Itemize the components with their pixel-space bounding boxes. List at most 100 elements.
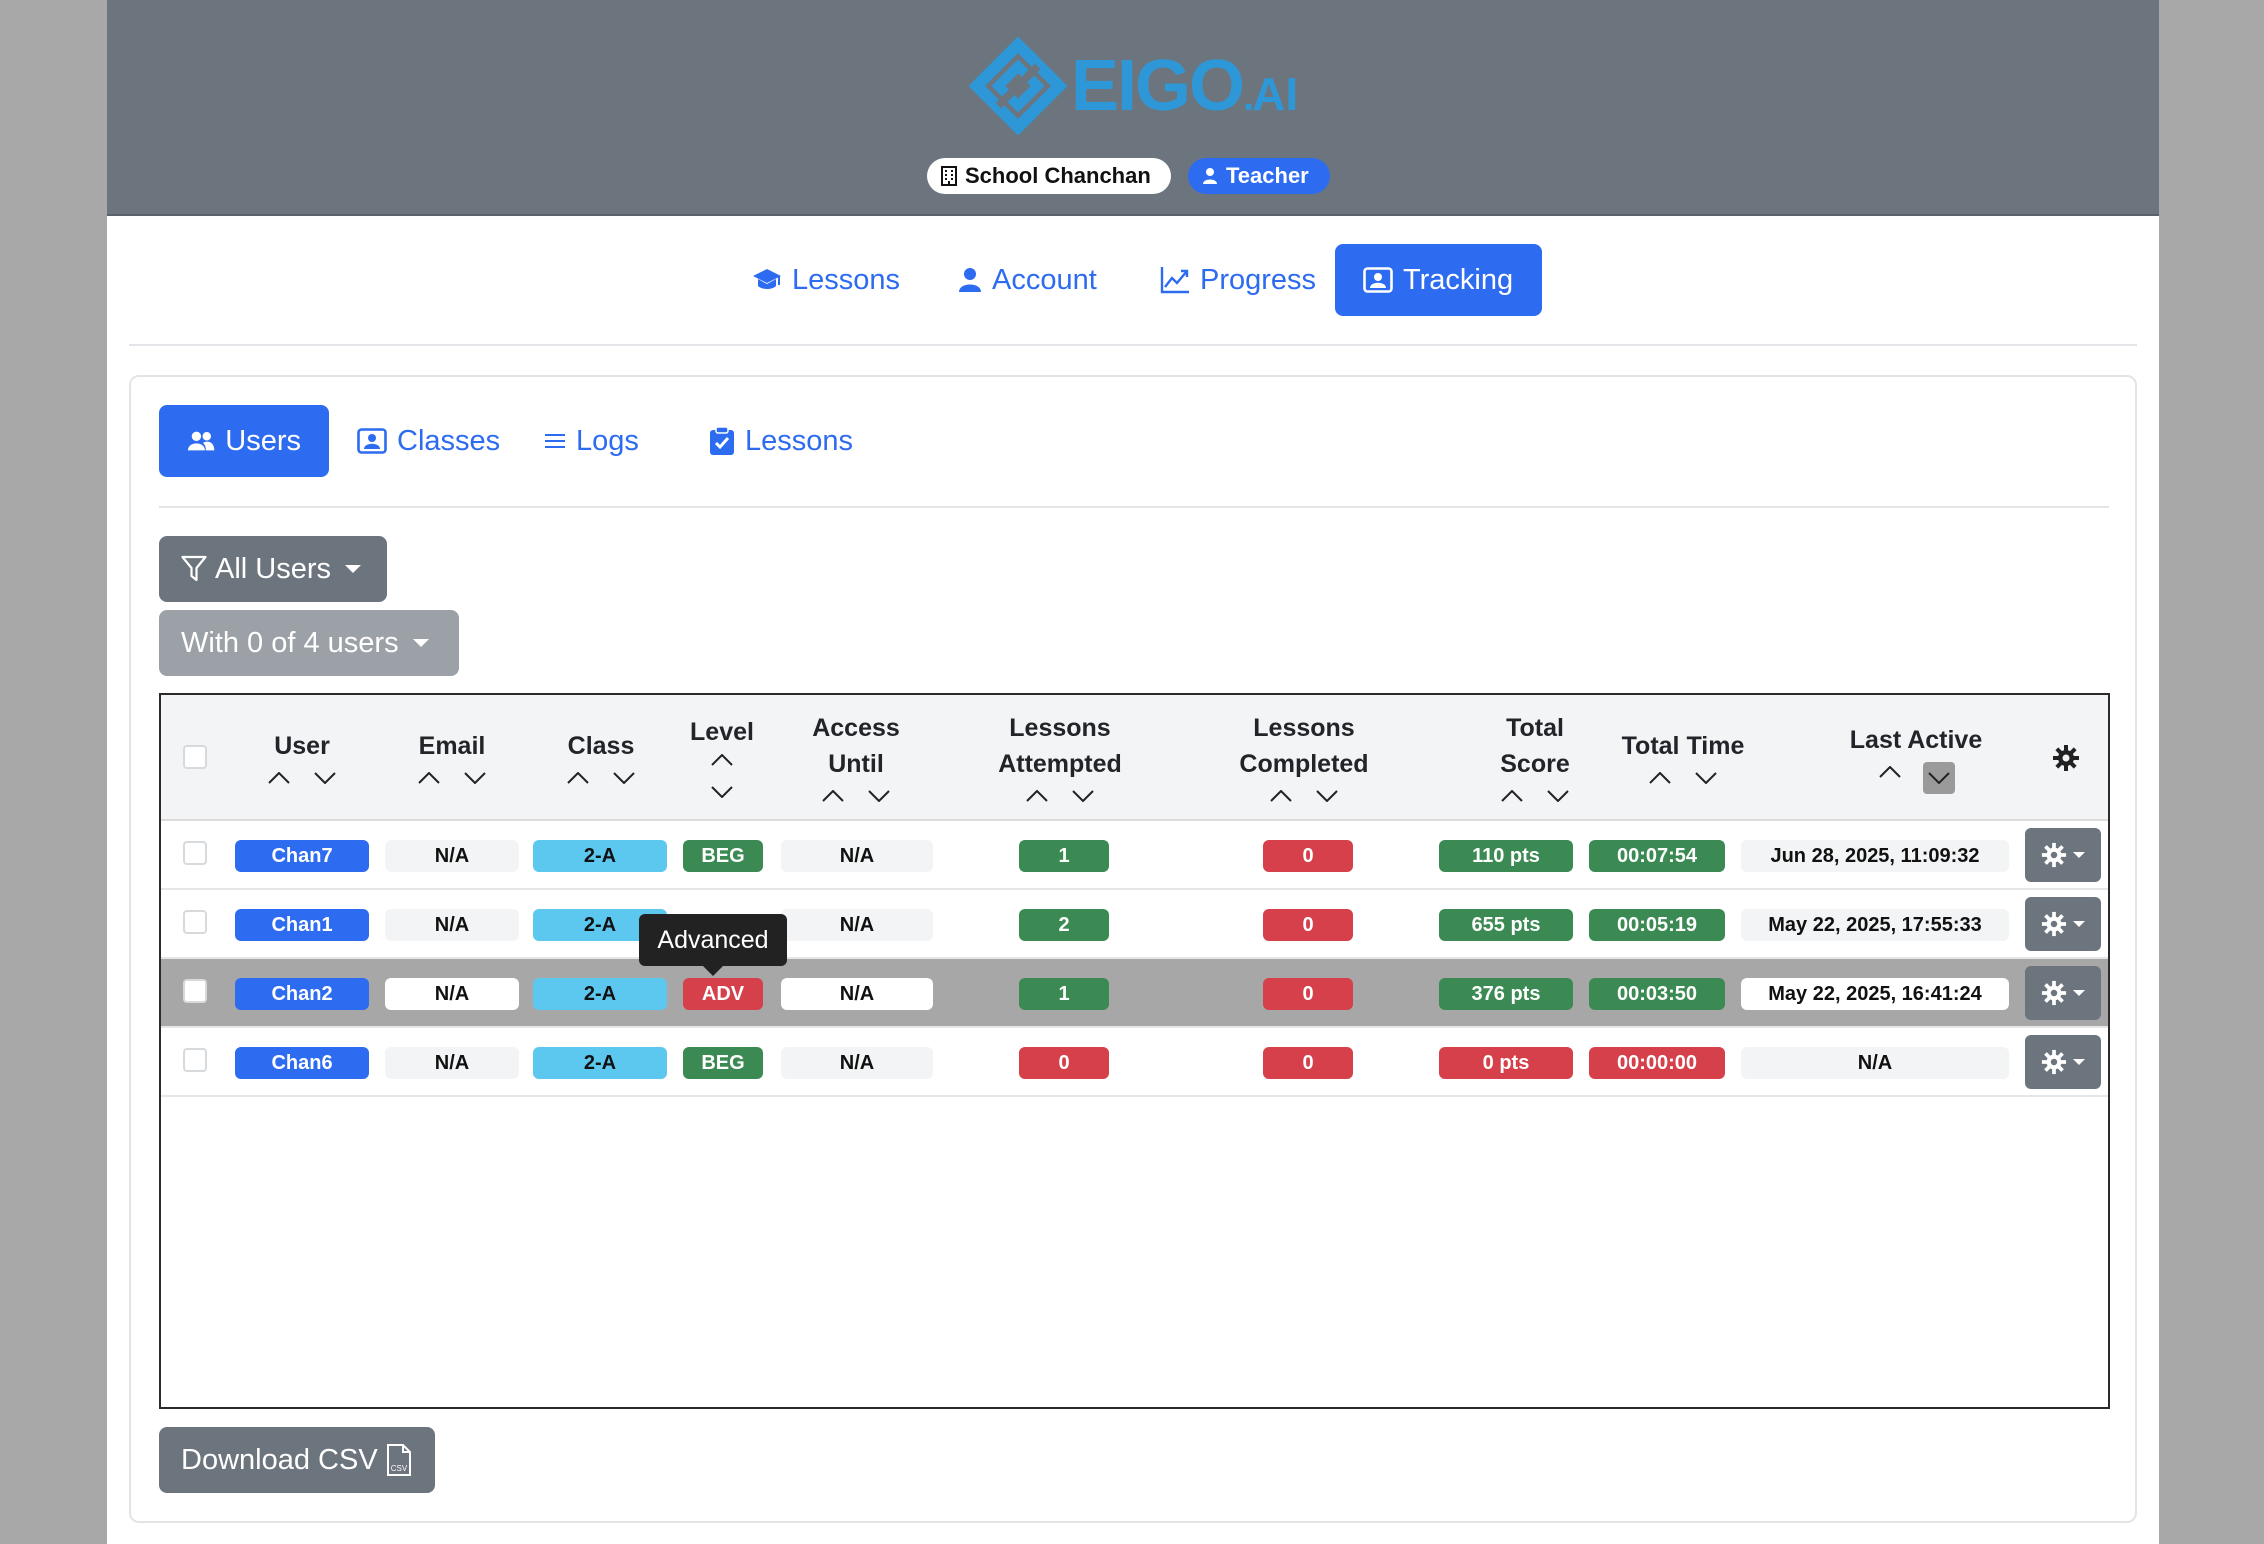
sort-desc-icon[interactable] [709,782,735,802]
csv-file-icon: CSV [386,1444,411,1476]
sort-asc-icon[interactable] [820,786,846,806]
sort-desc-icon[interactable] [611,768,637,788]
sort-desc-icon[interactable] [866,786,892,806]
tab-classes[interactable]: Classes [329,405,528,477]
user-badge[interactable]: Chan2 [235,978,369,1010]
tab-logs-label: Logs [576,424,639,457]
level-tooltip: Advanced [639,914,787,976]
tab-lessons-label: Lessons [745,424,854,457]
col-time-label: Total Time [1621,732,1745,760]
table-row[interactable]: Chan7 N/A 2-A BEG N/A 1 0 110 pts 00:07:… [161,821,2108,890]
table-row[interactable]: Chan6 N/A 2-A BEG N/A 0 0 0 pts 00:00:00… [161,1028,2108,1097]
table-row[interactable]: Chan2 N/A 2-A ADV N/A 1 0 376 pts 00:03:… [161,959,2108,1028]
attempted-badge: 0 [1019,1047,1109,1079]
col-attempted-label-2: Attempted [998,750,1122,778]
tab-logs[interactable]: Logs [516,405,667,477]
level-badge: BEG [683,840,763,872]
col-lessons-completed: Lessons Completed [1221,695,1387,821]
col-completed-label-2: Completed [1239,750,1369,778]
logo-mark-icon [969,37,1067,135]
sort-desc-icon[interactable] [1070,786,1096,806]
chevron-down-icon [2073,1059,2085,1065]
sort-desc-icon[interactable] [312,768,338,788]
sort-desc-icon[interactable] [1693,768,1719,788]
time-badge: 00:05:19 [1589,909,1725,941]
sort-asc-icon[interactable] [709,750,735,770]
attempted-badge: 1 [1019,978,1109,1010]
person-icon [959,268,981,292]
chevron-down-icon [2073,990,2085,996]
role-badge: Teacher [1188,158,1330,194]
sort-desc-icon[interactable] [1314,786,1340,806]
email-badge: N/A [385,1047,519,1079]
nav-tracking[interactable]: Tracking [1335,244,1542,316]
school-badge: School Chanchan [927,158,1171,194]
download-csv-label: Download CSV [181,1443,378,1476]
tab-users-label: Users [225,424,301,457]
tab-users[interactable]: Users [159,405,329,477]
row-checkbox[interactable] [183,1048,207,1072]
time-badge: 00:07:54 [1589,840,1725,872]
score-badge: 376 pts [1439,978,1573,1010]
sort-asc-icon[interactable] [416,768,442,788]
row-settings-button[interactable] [2025,897,2101,951]
col-total-score: Total Score [1467,695,1603,821]
nav-lessons[interactable]: Lessons [724,244,928,316]
download-csv-button[interactable]: Download CSV CSV [159,1427,435,1493]
row-checkbox[interactable] [183,910,207,934]
email-badge: N/A [385,909,519,941]
class-badge: 2-A [533,1047,667,1079]
svg-text:CSV: CSV [390,1464,407,1473]
clipboard-check-icon [710,426,734,455]
sort-asc-icon[interactable] [1268,786,1294,806]
col-lessons-attempted: Lessons Attempted [983,695,1137,821]
logo-text: EIGO.AI [1071,46,1299,126]
person-icon [1203,168,1217,184]
user-badge[interactable]: Chan6 [235,1047,369,1079]
user-badge[interactable]: Chan1 [235,909,369,941]
col-level: Level [681,695,763,821]
sort-desc-icon[interactable] [1923,762,1955,794]
email-badge: N/A [385,978,519,1010]
sort-asc-icon[interactable] [565,768,591,788]
col-score-label-2: Score [1500,750,1570,778]
row-checkbox[interactable] [183,841,207,865]
app-window: EIGO.AI School Chanchan Teacher Lessons … [107,0,2159,1544]
row-settings-button[interactable] [2025,966,2101,1020]
table-row[interactable]: Chan1 N/A 2-A N/A 2 0 655 pts 00:05:19 M… [161,890,2108,959]
sort-asc-icon[interactable] [1877,762,1903,782]
sort-asc-icon[interactable] [266,768,292,788]
tab-lessons[interactable]: Lessons [681,405,881,477]
row-settings-button[interactable] [2025,1035,2101,1089]
level-badge[interactable]: ADV [683,978,763,1010]
all-users-dropdown[interactable]: All Users [159,536,387,602]
person-badge-icon [357,428,387,454]
person-badge-icon [1363,267,1393,293]
table-header: User Email Class Level Access [161,695,2108,821]
sort-desc-icon[interactable] [1545,786,1571,806]
col-last-active: Last Active [1781,695,2051,821]
nav-divider [129,344,2137,346]
access-badge: N/A [781,978,933,1010]
sort-asc-icon[interactable] [1499,786,1525,806]
selected-users-dropdown[interactable]: With 0 of 4 users [159,610,459,676]
row-checkbox[interactable] [183,979,207,1003]
select-all-checkbox[interactable] [183,745,207,769]
nav-progress[interactable]: Progress [1132,244,1344,316]
level-badge: BEG [683,1047,763,1079]
col-total-time: Total Time [1595,695,1771,821]
email-badge: N/A [385,840,519,872]
nav-account[interactable]: Account [930,244,1125,316]
chevron-down-icon [2073,921,2085,927]
chevron-down-icon [412,639,429,647]
sort-asc-icon[interactable] [1024,786,1050,806]
gear-icon[interactable] [2052,744,2080,772]
sort-asc-icon[interactable] [1647,768,1673,788]
row-settings-button[interactable] [2025,828,2101,882]
tracking-card: Users Classes Logs Lessons All Users Wit… [129,375,2137,1523]
col-user: User [233,695,371,821]
class-badge: 2-A [533,840,667,872]
sort-desc-icon[interactable] [462,768,488,788]
chart-line-icon [1160,267,1189,294]
user-badge[interactable]: Chan7 [235,840,369,872]
